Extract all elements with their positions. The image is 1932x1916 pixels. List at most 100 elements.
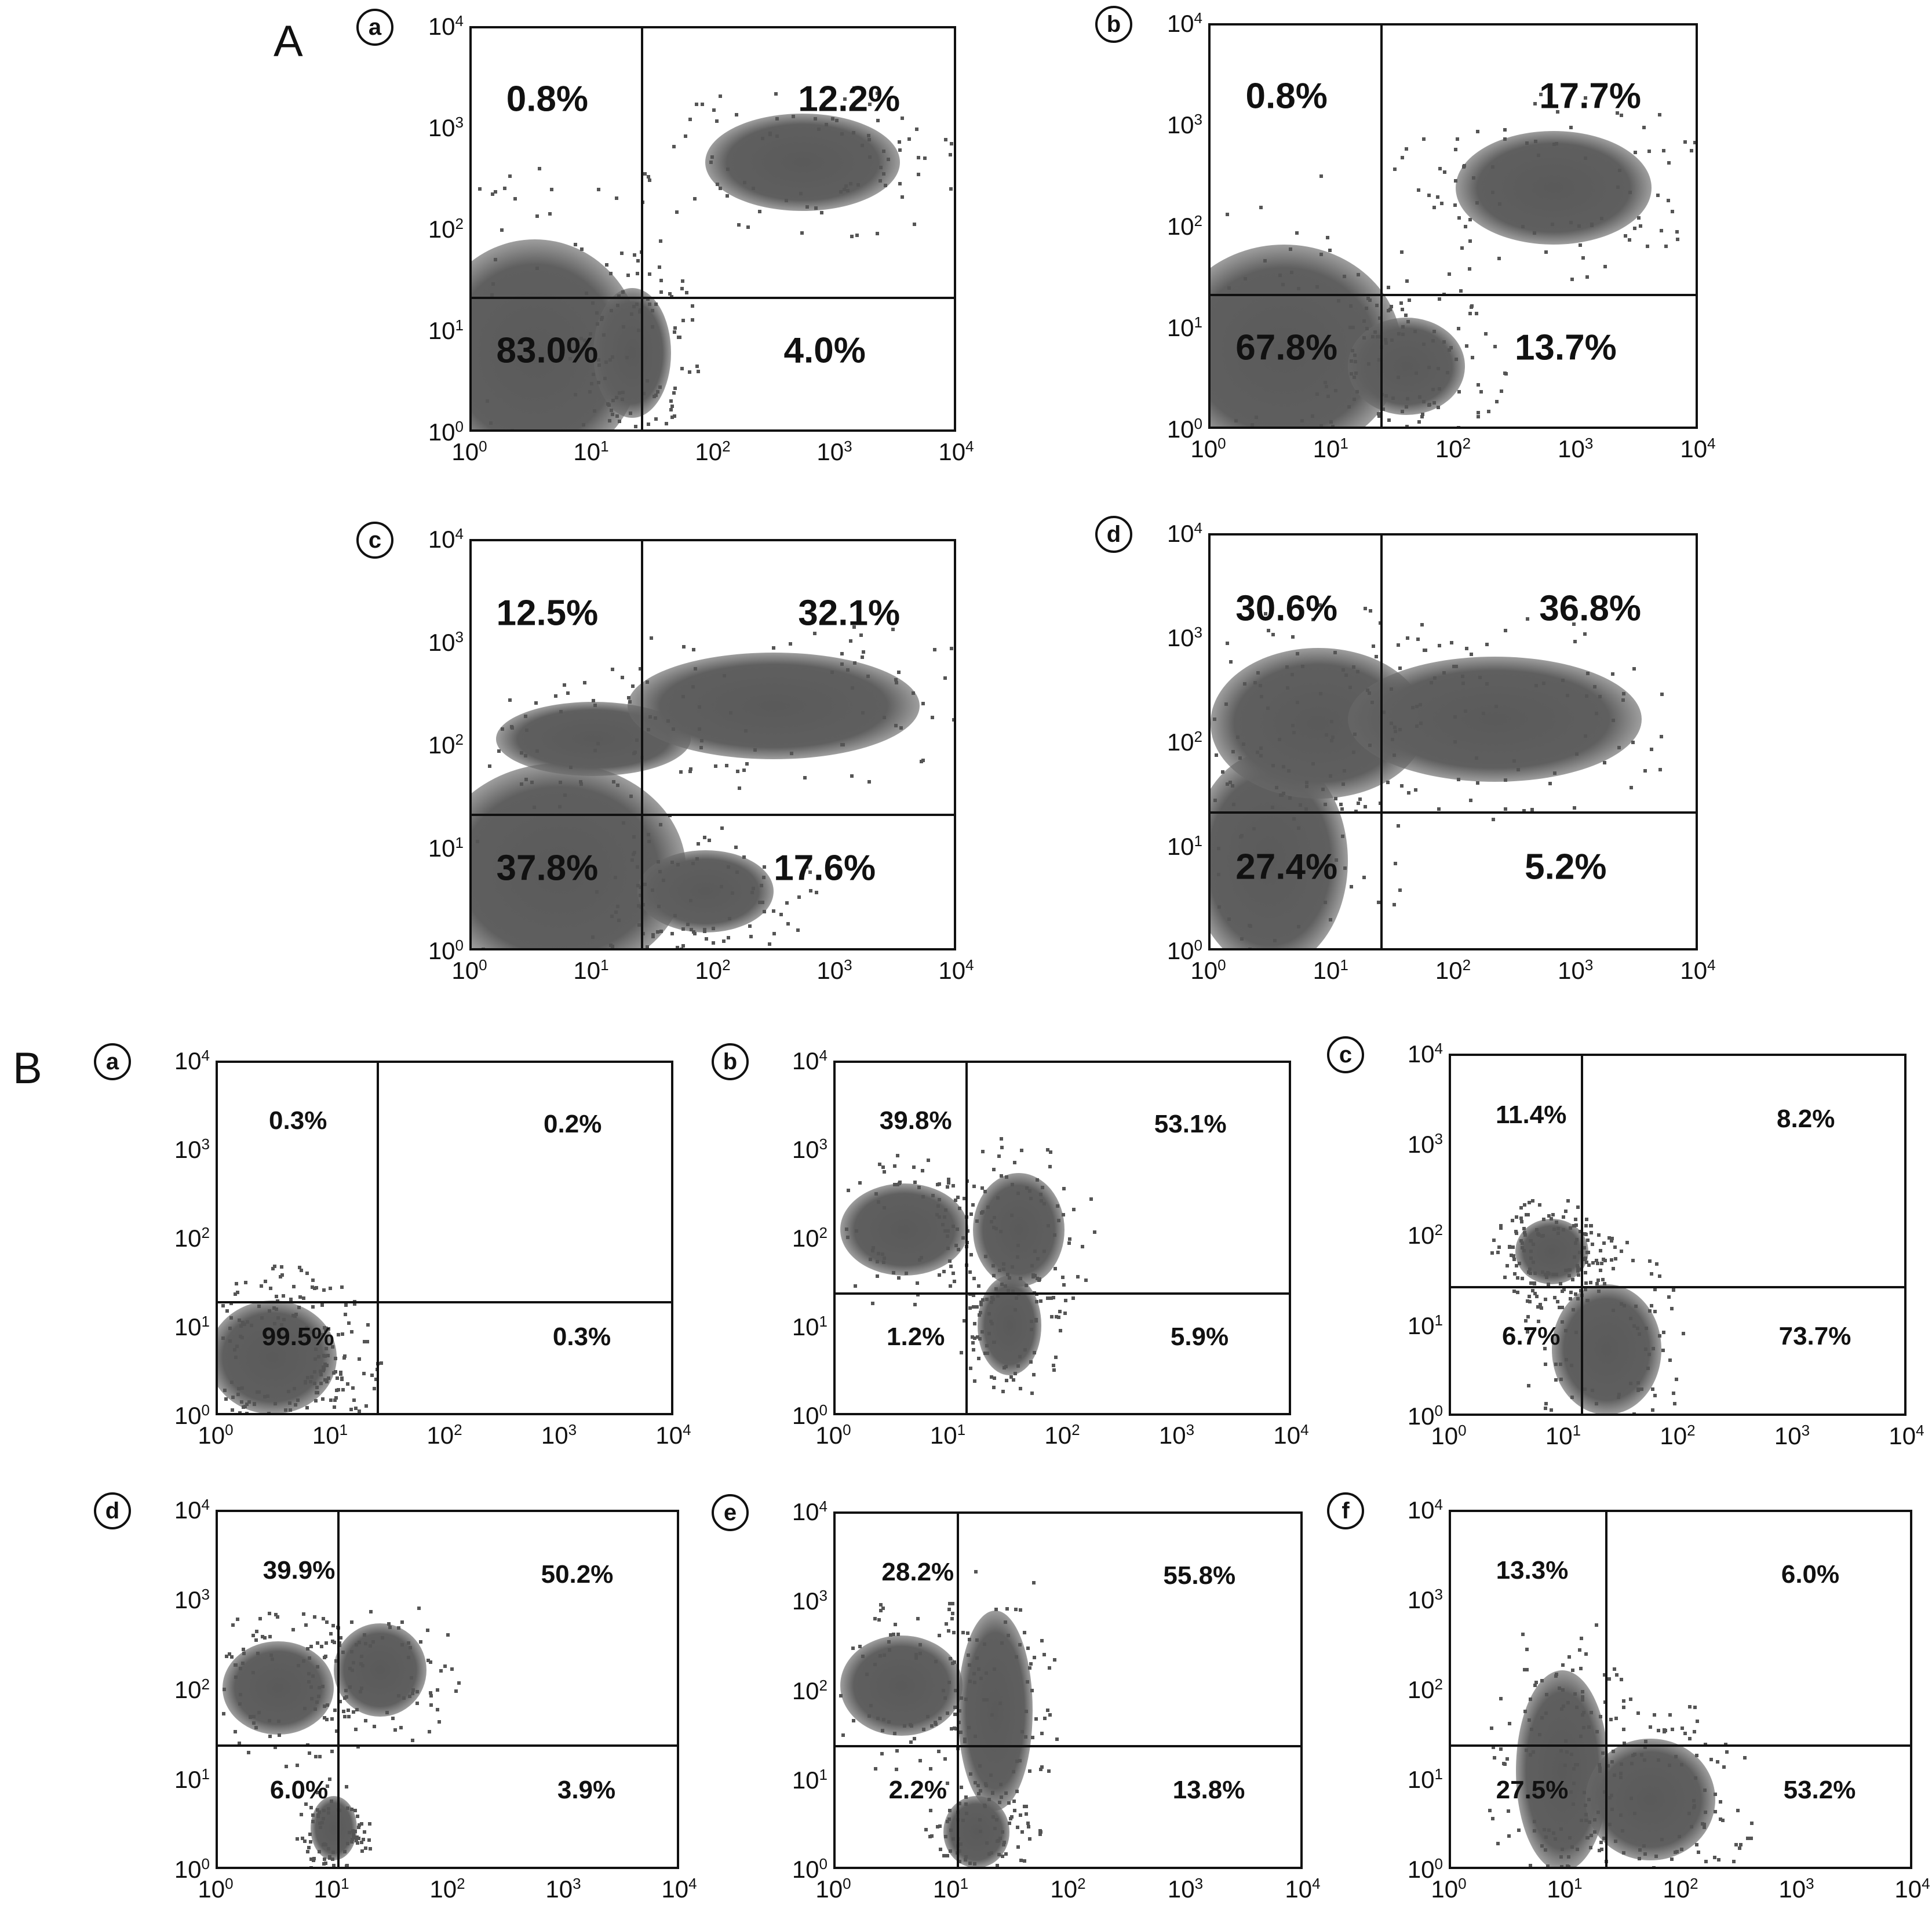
event-dot — [1019, 1859, 1023, 1863]
y-tick-label: 102 — [792, 1224, 828, 1252]
event-dot — [1631, 1259, 1635, 1263]
event-dot — [607, 403, 611, 407]
event-dot — [729, 711, 733, 715]
event-dot — [1390, 721, 1394, 725]
event-dot — [971, 1293, 975, 1297]
event-dot — [1660, 693, 1664, 697]
event-dot — [1439, 201, 1443, 205]
event-dot — [1640, 1753, 1644, 1757]
event-dot — [989, 1320, 993, 1324]
event-dot — [1446, 370, 1450, 374]
event-dot — [942, 1270, 946, 1274]
event-dot — [1025, 1283, 1029, 1287]
event-dot — [1565, 1357, 1569, 1361]
event-dot — [1475, 201, 1479, 205]
plot-area — [469, 539, 956, 950]
event-dot — [697, 705, 701, 709]
event-dot — [1628, 1316, 1632, 1320]
quadrant-label-lower-left: 6.0% — [269, 1775, 329, 1804]
event-dot — [591, 935, 595, 939]
event-dot — [1514, 1230, 1518, 1234]
event-dot — [1551, 1831, 1555, 1835]
event-dot — [1398, 666, 1402, 671]
event-dot — [1659, 229, 1663, 233]
event-dot — [718, 94, 722, 98]
event-dot — [1027, 1189, 1031, 1193]
event-dot — [1456, 425, 1460, 427]
event-dot — [523, 715, 527, 719]
event-dot — [1475, 130, 1479, 134]
event-dot — [1377, 334, 1381, 338]
event-dot — [1436, 405, 1440, 409]
event-dot — [1675, 230, 1679, 234]
event-dot — [621, 398, 625, 402]
event-dot — [1619, 1678, 1623, 1682]
event-dot — [372, 1724, 376, 1728]
x-tick-label: 100 — [1431, 1422, 1467, 1449]
event-dot — [1569, 1291, 1573, 1295]
event-dot — [887, 158, 891, 162]
event-dot — [951, 1224, 955, 1228]
event-dot — [946, 1229, 950, 1233]
event-dot — [1032, 1581, 1036, 1585]
event-dot — [275, 1615, 279, 1619]
event-dot — [1477, 383, 1481, 387]
event-dot — [680, 366, 684, 370]
event-dot — [1010, 1182, 1014, 1186]
event-dot — [884, 183, 888, 187]
event-dot — [1297, 826, 1301, 830]
event-dot — [1368, 298, 1372, 302]
event-dot — [1478, 675, 1482, 679]
event-dot — [1035, 1299, 1039, 1303]
event-dot — [1011, 1289, 1015, 1293]
event-dot — [1519, 1220, 1523, 1224]
event-dot — [1583, 632, 1587, 636]
event-dot — [1694, 1842, 1698, 1846]
event-dot — [1484, 332, 1488, 336]
event-dot — [1391, 396, 1395, 400]
event-dot — [1517, 1828, 1521, 1833]
event-dot — [898, 1180, 902, 1184]
event-dot — [1054, 1356, 1058, 1360]
event-dot — [991, 1168, 996, 1172]
event-dot — [274, 1402, 278, 1406]
event-dot — [1608, 1795, 1612, 1800]
event-scatter — [472, 28, 954, 429]
event-dot — [222, 1688, 226, 1692]
event-dot — [1732, 1860, 1736, 1864]
event-dot — [974, 1781, 978, 1785]
event-dot — [1703, 1811, 1707, 1815]
event-dot — [1623, 1303, 1627, 1307]
event-dot — [896, 1153, 900, 1157]
event-dot — [1596, 1233, 1601, 1237]
event-dot — [1334, 858, 1338, 862]
event-dot — [841, 1733, 845, 1737]
event-dot — [738, 786, 742, 791]
event-dot — [1343, 274, 1347, 278]
event-dot — [1006, 1288, 1010, 1292]
event-dot — [1431, 339, 1435, 343]
event-dot — [316, 1790, 320, 1794]
event-dot — [222, 1711, 226, 1715]
event-dot — [803, 776, 807, 780]
event-dot — [366, 1323, 370, 1327]
event-dot — [1452, 665, 1456, 669]
event-dot — [1653, 1394, 1657, 1398]
event-dot — [876, 119, 880, 123]
event-dot — [558, 805, 562, 809]
event-dot — [1416, 188, 1420, 192]
event-dot — [1643, 1740, 1647, 1744]
event-dot — [1230, 784, 1234, 788]
event-dot — [830, 670, 834, 674]
event-dot — [1652, 1713, 1656, 1717]
event-dot — [1468, 267, 1472, 271]
event-dot — [921, 759, 925, 763]
gate-vertical-line — [1380, 536, 1383, 948]
event-dot — [695, 364, 699, 368]
event-dot — [1558, 1686, 1562, 1690]
event-dot — [641, 903, 645, 907]
event-dot — [1030, 1688, 1034, 1692]
event-dot — [1664, 245, 1668, 249]
event-dot — [929, 1809, 933, 1813]
event-dot — [964, 1857, 968, 1862]
